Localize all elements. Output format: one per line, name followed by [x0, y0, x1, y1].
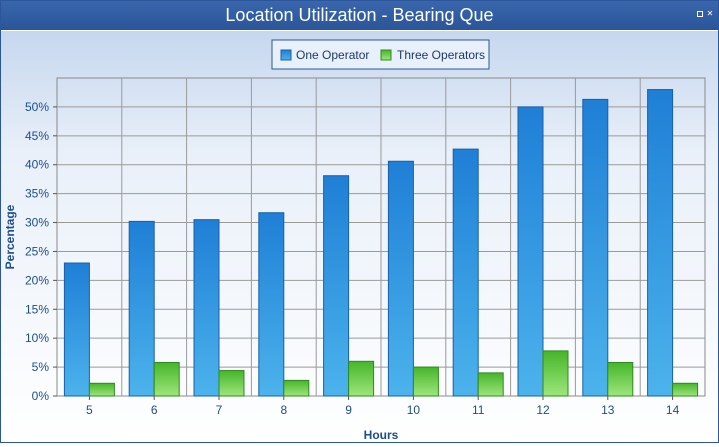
bar-three-operators[interactable]	[672, 382, 699, 397]
window-controls: ✕	[697, 10, 714, 18]
bar-one-operator[interactable]	[128, 220, 155, 397]
legend-swatch-three-operators	[380, 49, 392, 61]
y-tick-label: 50%	[25, 100, 49, 114]
bar-one-operator[interactable]	[323, 175, 350, 397]
y-tick-label: 35%	[25, 187, 49, 201]
x-tick-label: 14	[666, 403, 680, 417]
bar-one-operator[interactable]	[452, 148, 479, 397]
title-bar: Location Utilization - Bearing Que ✕	[1, 1, 718, 30]
bar-three-operators[interactable]	[153, 361, 180, 397]
y-axis-ticks: 0% 5% 10% 15% 20% 25% 30% 35% 40% 45% 50%	[25, 100, 57, 403]
bar-one-operator[interactable]	[63, 262, 90, 397]
bar-one-operator[interactable]	[517, 106, 544, 397]
y-tick-label: 25%	[25, 244, 49, 258]
bar-three-operators[interactable]	[542, 350, 569, 397]
x-tick-label: 13	[601, 403, 615, 417]
x-axis-label: Hours	[364, 428, 399, 442]
x-tick-label: 11	[472, 403, 485, 417]
y-tick-label: 40%	[25, 158, 49, 172]
bar-three-operators[interactable]	[607, 361, 634, 397]
legend-label-one-operator: One Operator	[296, 48, 369, 62]
close-icon[interactable]: ✕	[706, 9, 714, 18]
y-tick-label: 5%	[32, 360, 50, 374]
y-tick-label: 10%	[25, 331, 49, 345]
x-tick-label: 7	[216, 403, 223, 417]
bar-three-operators[interactable]	[283, 379, 310, 397]
bar-three-operators[interactable]	[348, 360, 375, 397]
bar-chart: One Operator Three Operators 0% 5% 10% 15% 2…	[3, 39, 706, 442]
bar-one-operator[interactable]	[258, 212, 285, 397]
x-axis-ticks: 5 6 7 8 9 10 11 12 13 14	[86, 396, 680, 417]
x-tick-label: 12	[536, 403, 550, 417]
bar-one-operator[interactable]	[582, 98, 609, 397]
legend: One Operator Three Operators	[271, 39, 490, 70]
x-tick-label: 5	[86, 403, 93, 417]
chart-area: One Operator Three Operators 0% 5% 10% 15% 2…	[1, 31, 718, 442]
x-tick-label: 8	[280, 403, 287, 417]
bar-three-operators[interactable]	[88, 382, 115, 397]
x-tick-label: 10	[407, 403, 421, 417]
y-tick-label: 15%	[25, 302, 49, 316]
bar-one-operator[interactable]	[647, 89, 674, 397]
bars	[63, 89, 699, 397]
window-title: Location Utilization - Bearing Que	[225, 5, 494, 25]
bar-three-operators[interactable]	[477, 372, 504, 397]
x-tick-label: 6	[151, 403, 158, 417]
x-tick-label: 9	[345, 403, 352, 417]
bar-three-operators[interactable]	[218, 370, 245, 397]
y-tick-label: 30%	[25, 216, 49, 230]
legend-swatch-one-operator	[280, 49, 292, 61]
bar-one-operator[interactable]	[193, 219, 220, 397]
bar-three-operators[interactable]	[412, 366, 439, 397]
y-axis-label: Percentage	[3, 204, 17, 269]
y-tick-label: 45%	[25, 129, 49, 143]
restore-icon[interactable]	[697, 11, 703, 17]
bar-one-operator[interactable]	[387, 160, 414, 397]
legend-label-three-operators: Three Operators	[397, 48, 485, 62]
y-tick-label: 0%	[32, 389, 50, 403]
y-tick-label: 20%	[25, 273, 49, 287]
